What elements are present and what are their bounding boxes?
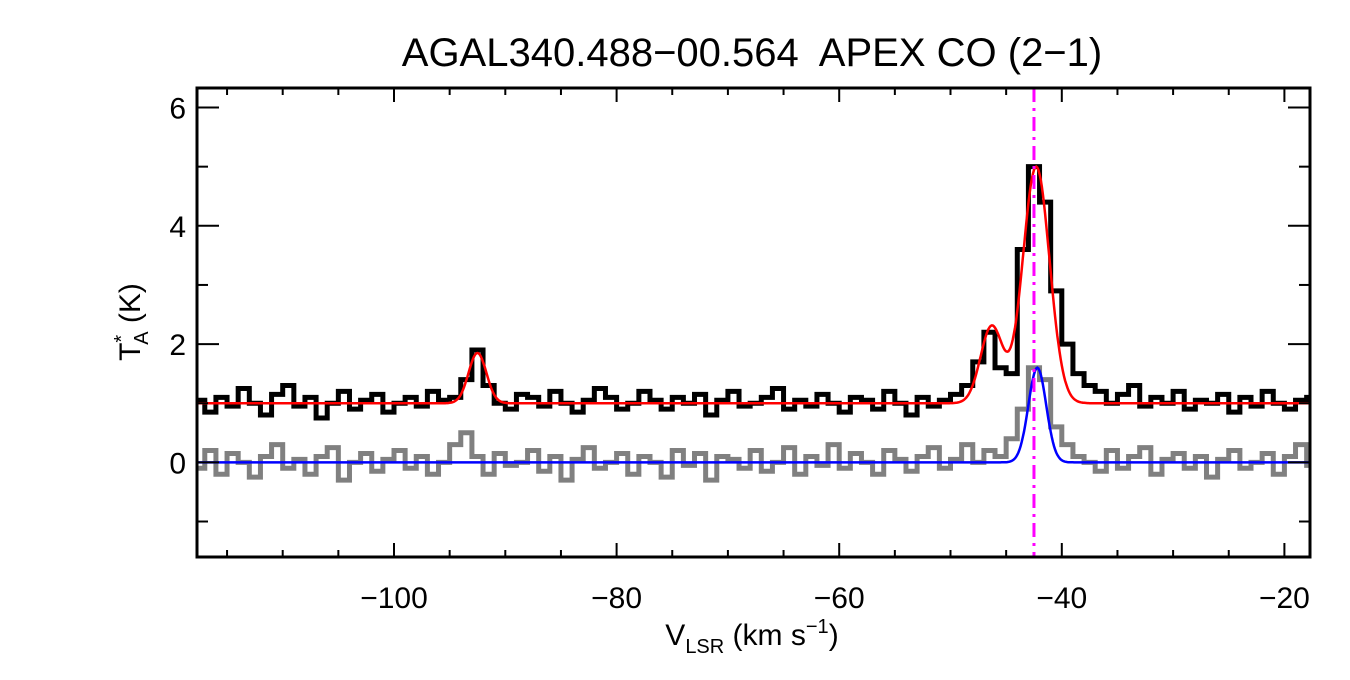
fit-red-curve: [197, 165, 1310, 405]
x-axis-label: VLSR (km s−1): [665, 616, 838, 658]
x-tick-label: −100: [360, 582, 428, 615]
y-tick-label: 4: [169, 211, 186, 244]
y-tick-label: 6: [169, 93, 186, 126]
y-tick-label: 2: [169, 329, 186, 362]
x-tick-label: −60: [814, 582, 865, 615]
x-tick-label: −80: [591, 582, 642, 615]
axes: −100 −80 −60 −40 −20 0 2 4 6: [169, 86, 1312, 615]
plot-frame: [195, 86, 1312, 559]
x-tick-label: −20: [1259, 582, 1310, 615]
fit-blue-curve: [197, 366, 1310, 464]
plot-area: [197, 88, 1310, 557]
spectrum-black-line: [197, 164, 1310, 421]
y-tick-label: 0: [169, 447, 186, 480]
chart-title: AGAL340.488−00.564 APEX CO (2−1): [402, 31, 1102, 75]
x-tick-label: −40: [1036, 582, 1087, 615]
y-axis-label: T*A (K): [111, 283, 153, 361]
